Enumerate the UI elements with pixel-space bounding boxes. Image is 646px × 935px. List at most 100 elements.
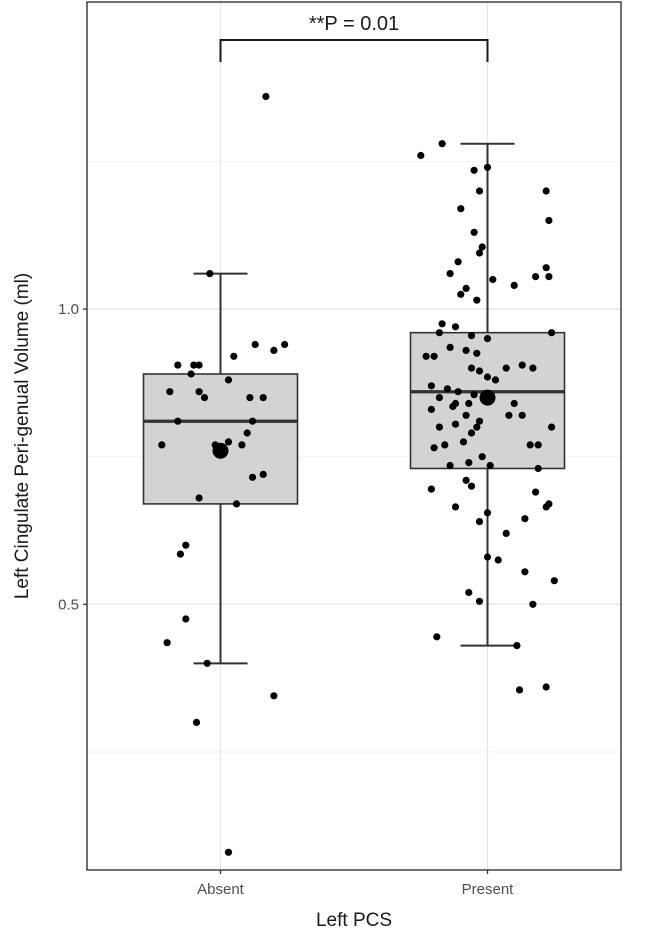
data-point (475, 518, 484, 526)
data-point (203, 659, 211, 667)
data-point (529, 364, 537, 372)
data-point (454, 388, 462, 396)
data-point (475, 417, 484, 425)
data-point (534, 441, 542, 449)
plot-border (86, 1, 622, 871)
data-point (483, 509, 492, 517)
data-point (478, 453, 486, 461)
data-point (438, 320, 446, 328)
data-point (430, 352, 438, 360)
data-point (174, 417, 182, 425)
data-point (465, 588, 473, 597)
data-point (232, 500, 241, 508)
data-point (441, 441, 449, 449)
data-point (230, 352, 238, 360)
data-point (446, 343, 454, 351)
data-point (483, 373, 492, 381)
data-point (475, 367, 484, 375)
data-point (467, 429, 476, 437)
data-point (542, 187, 550, 195)
data-point (465, 459, 473, 467)
data-point (483, 163, 492, 171)
data-point (238, 441, 246, 449)
data-point (251, 340, 259, 349)
data-point (483, 553, 492, 561)
data-point (462, 476, 470, 484)
significance-bracket (219, 39, 489, 62)
data-point (166, 388, 174, 396)
data-point (192, 718, 201, 727)
data-point (158, 441, 166, 449)
mean-point-present (479, 389, 496, 406)
data-point (470, 228, 478, 236)
data-point (243, 429, 251, 437)
data-point (526, 441, 534, 449)
data-point (532, 488, 540, 496)
panel-frame (86, 1, 622, 871)
y-axis-title: Left Cingulate Peri-genual Volume (ml) (12, 273, 33, 599)
data-point (473, 423, 481, 431)
data-point (451, 323, 460, 331)
data-point (427, 405, 435, 413)
data-point (467, 364, 476, 372)
data-point (163, 639, 171, 647)
data-point (449, 402, 457, 411)
data-point (548, 423, 556, 431)
data-point (248, 473, 257, 481)
data-point (270, 346, 278, 354)
data-point (422, 352, 430, 360)
data-point (451, 503, 460, 511)
data-point (446, 270, 454, 278)
data-point (224, 848, 233, 856)
y-tick-label: 0.5 (58, 596, 79, 613)
data-point (446, 461, 454, 470)
data-point (467, 332, 476, 340)
data-point (548, 329, 556, 337)
box-absent (142, 272, 299, 665)
data-point (475, 597, 484, 605)
data-point (510, 281, 518, 289)
data-point (435, 394, 443, 402)
data-point (483, 335, 492, 343)
data-point (502, 364, 510, 372)
data-point (433, 633, 441, 641)
data-point (510, 399, 518, 408)
data-point (200, 394, 209, 402)
p-value-label: **P = 0.01 (309, 13, 399, 35)
data-point (545, 216, 553, 225)
data-point (195, 494, 203, 502)
data-point (459, 438, 468, 446)
data-point (489, 275, 497, 284)
data-point (435, 329, 443, 337)
x-tick-label: Absent (197, 881, 245, 898)
data-point (427, 382, 435, 390)
data-point (486, 461, 494, 470)
data-points (158, 92, 558, 856)
data-point (475, 249, 484, 257)
mean-point-absent (212, 442, 229, 459)
data-point (182, 541, 190, 549)
data-point (187, 370, 195, 378)
data-point (281, 340, 289, 349)
data-point (270, 692, 278, 700)
x-axis-title: Left PCS (316, 910, 392, 931)
data-point (195, 388, 203, 396)
data-point (454, 258, 462, 266)
data-point (491, 376, 500, 384)
box-iqr (142, 373, 299, 505)
data-point (529, 600, 537, 608)
data-point (473, 349, 481, 357)
data-point (195, 361, 203, 369)
data-point (505, 411, 513, 419)
data-point (521, 515, 529, 523)
data-point (174, 361, 182, 369)
data-point (470, 166, 478, 174)
data-point (457, 205, 465, 213)
significance-annotation: **P = 0.01 (219, 13, 489, 62)
data-point (475, 187, 484, 195)
data-point (451, 420, 460, 428)
data-point (262, 92, 270, 101)
data-point (430, 444, 438, 452)
data-point (438, 140, 446, 148)
